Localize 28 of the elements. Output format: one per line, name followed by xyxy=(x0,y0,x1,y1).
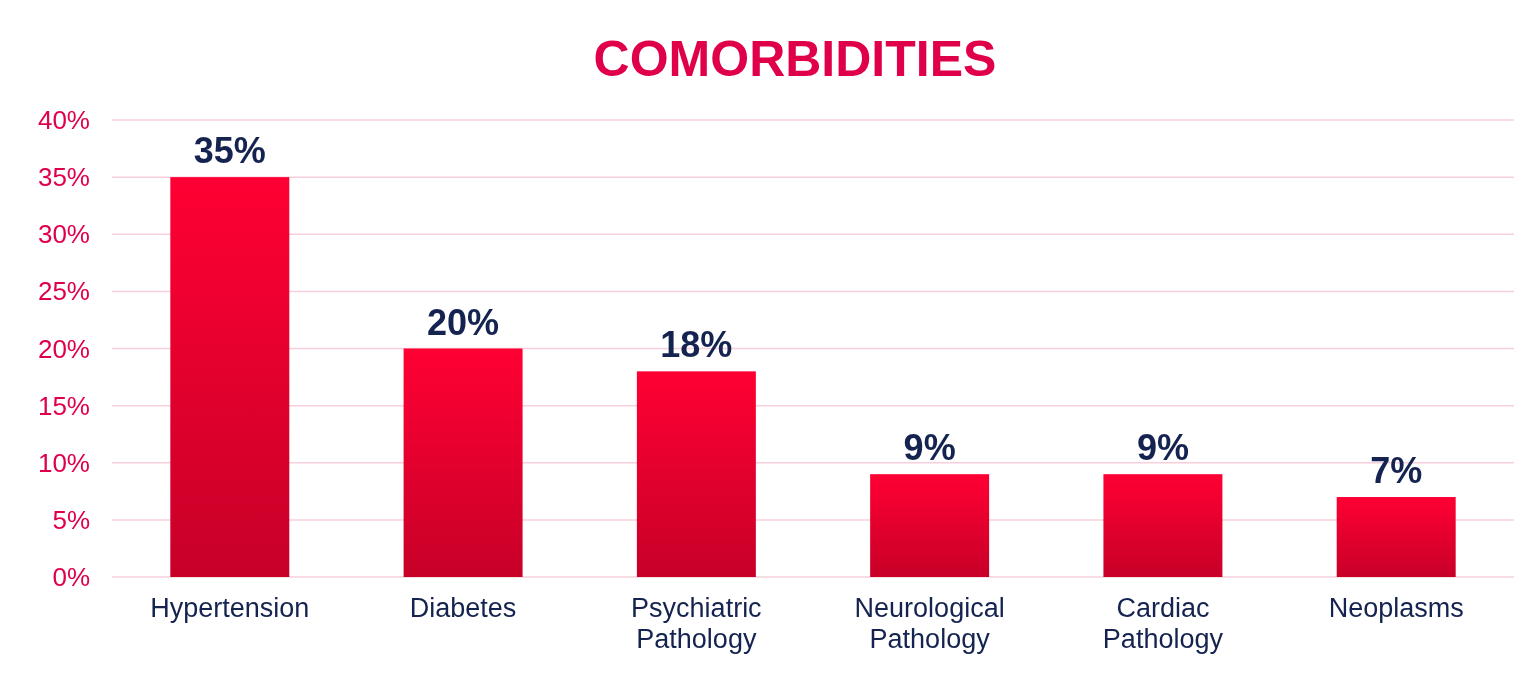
x-tick-label: Cardiac Pathology xyxy=(1102,593,1224,654)
y-tick-label: 5% xyxy=(52,504,90,535)
y-tick-label: 35% xyxy=(37,162,90,193)
x-tick-label: Neurological Pathology xyxy=(854,593,1005,654)
x-tick-label: Hypertension xyxy=(150,593,310,623)
y-tick-label: 40% xyxy=(37,105,90,136)
chart-title: COMORBIDITIES xyxy=(593,31,997,87)
y-tick-label: 15% xyxy=(37,390,90,421)
y-tick-label: 0% xyxy=(52,562,90,593)
y-tick-label: 30% xyxy=(37,219,90,250)
y-tick-label: 10% xyxy=(37,447,90,478)
bar xyxy=(870,474,990,577)
data-label: 35% xyxy=(193,130,266,172)
bar xyxy=(636,371,756,577)
data-label: 20% xyxy=(427,301,500,343)
data-label: 9% xyxy=(1136,427,1189,469)
x-tick-label: Psychiatric Pathology xyxy=(631,593,762,654)
data-label: 7% xyxy=(1370,450,1423,492)
bar xyxy=(1336,497,1456,577)
y-tick-label: 20% xyxy=(37,333,90,364)
x-tick-label: Diabetes xyxy=(409,593,517,623)
data-label: 9% xyxy=(903,427,956,469)
bar xyxy=(170,177,290,577)
bar xyxy=(403,348,523,577)
data-label: 18% xyxy=(660,324,733,366)
bar xyxy=(1103,474,1223,577)
x-tick-label: Neoplasms xyxy=(1328,593,1464,623)
y-tick-label: 25% xyxy=(37,276,90,307)
